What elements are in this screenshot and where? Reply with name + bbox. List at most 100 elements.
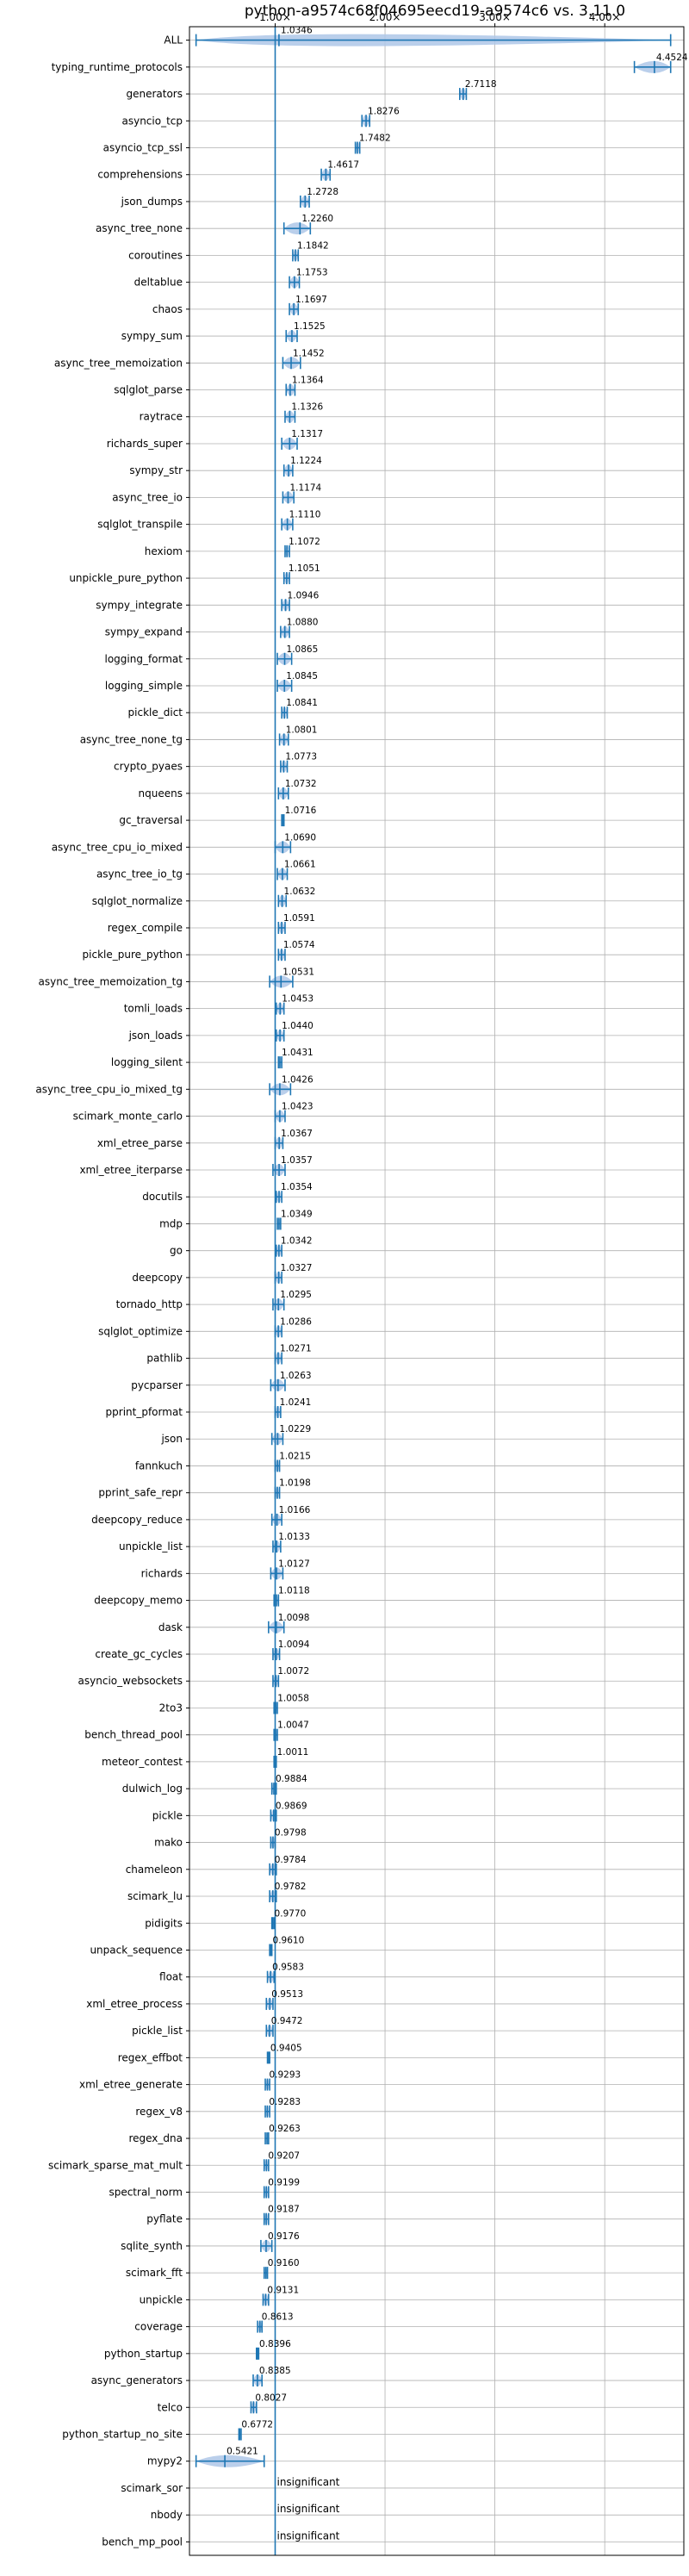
category-label: fannkuch (135, 1459, 183, 1472)
category-label: pidigits (145, 1917, 183, 1929)
category-label: pickle_dict (128, 706, 183, 719)
category-label: dulwich_log (122, 1783, 183, 1795)
category-label: chameleon (126, 1864, 183, 1876)
value-label: 0.9131 (267, 2285, 299, 2295)
category-label: gc_traversal (119, 814, 183, 826)
category-label: float (159, 1971, 183, 1983)
category-label: dask (158, 1621, 183, 1633)
value-label: 1.0716 (285, 806, 317, 816)
value-label: 1.1072 (289, 537, 320, 547)
category-label: coroutines (128, 249, 183, 261)
value-label: 1.1452 (293, 348, 325, 358)
value-label: 1.0229 (279, 1424, 311, 1434)
value-label: 0.9782 (275, 1882, 307, 1892)
category-label: deepcopy_reduce (91, 1514, 183, 1526)
value-label: 1.0440 (282, 1021, 313, 1031)
value-label: 1.0349 (281, 1209, 313, 1219)
category-label: sqlglot_normalize (92, 895, 183, 907)
value-label: 1.0327 (281, 1263, 313, 1273)
value-label: 0.9199 (268, 2177, 300, 2187)
value-label: 1.0094 (278, 1640, 310, 1650)
category-label: scimark_fft (126, 2267, 183, 2279)
value-label: 0.9798 (275, 1828, 307, 1839)
category-label: regex_effbot (118, 2051, 183, 2063)
value-label: 0.9263 (269, 2124, 301, 2134)
category-label: comprehensions (97, 169, 183, 181)
category-label: sqlite_synth (121, 2240, 183, 2252)
category-label: bench_thread_pool (84, 1729, 183, 1741)
category-label: async_generators (91, 2374, 183, 2386)
category-label: go (170, 1245, 183, 1257)
value-label: 0.6772 (241, 2419, 273, 2430)
category-label: spectral_norm (109, 2186, 183, 2198)
value-label: insignificant (276, 2503, 339, 2515)
category-label: chaos (152, 303, 183, 315)
value-label: 0.9610 (273, 1935, 305, 1945)
category-label: mypy2 (147, 2455, 183, 2467)
value-label: 1.0058 (277, 1693, 309, 1703)
category-label: pyflate (146, 2213, 183, 2225)
value-label: 1.0011 (277, 1747, 309, 1758)
category-label: unpickle (140, 2293, 183, 2305)
value-label: 0.9513 (271, 1989, 303, 2000)
value-label: 0.9283 (269, 2097, 301, 2107)
category-label: sympy_str (129, 464, 183, 476)
category-label: 2to3 (159, 1702, 183, 1714)
category-label: nqueens (139, 787, 183, 800)
value-label: insignificant (276, 2476, 339, 2488)
value-label: 4.4524 (656, 53, 688, 63)
category-label: richards_super (107, 438, 183, 450)
value-label: 1.0531 (282, 967, 314, 977)
value-label: 1.0453 (282, 994, 313, 1005)
category-label: scimark_sparse_mat_mult (48, 2159, 183, 2171)
category-label: async_tree_none_tg (80, 733, 183, 745)
plot-frame (189, 26, 685, 2556)
category-label: unpickle_pure_python (69, 572, 183, 584)
value-label: 1.0098 (278, 1613, 310, 1623)
value-label: 0.9187 (268, 2205, 300, 2215)
category-label: asyncio_tcp_ssl (103, 142, 183, 154)
value-label: 1.1364 (292, 376, 324, 386)
category-label: sqlglot_transpile (97, 519, 183, 531)
category-label: pickle_list (132, 2025, 183, 2037)
category-label: mdp (159, 1217, 183, 1229)
category-label: xml_etree_iterparse (79, 1164, 183, 1176)
category-label: xml_etree_generate (79, 2079, 183, 2091)
grid-lines (189, 27, 684, 2555)
value-label: 1.0263 (280, 1371, 312, 1381)
category-label: json_loads (128, 1030, 183, 1042)
value-label: 0.9784 (275, 1855, 307, 1865)
value-label: 1.4617 (327, 160, 359, 171)
category-label: tornado_http (116, 1298, 183, 1310)
category-label: sqlglot_optimize (98, 1325, 183, 1337)
value-label: 1.0295 (280, 1290, 312, 1300)
value-label: 1.0732 (285, 779, 317, 789)
value-label: 1.0801 (286, 725, 318, 735)
category-label: regex_v8 (135, 2106, 183, 2118)
value-label: 1.0072 (277, 1666, 309, 1677)
value-label: 1.2260 (301, 214, 333, 224)
category-label: tomli_loads (124, 1003, 183, 1015)
category-label: ALL (164, 34, 183, 47)
value-label: 1.1224 (290, 456, 322, 466)
value-label: 1.1525 (294, 321, 326, 332)
value-label: 0.5421 (227, 2447, 258, 2457)
category-label: pprint_pformat (106, 1406, 183, 1418)
category-label: sympy_expand (105, 626, 183, 638)
value-label: 1.1110 (289, 510, 321, 520)
category-label: pprint_safe_repr (98, 1487, 183, 1499)
category-label: unpack_sequence (90, 1944, 183, 1956)
value-label: 1.1842 (297, 240, 329, 251)
value-label: 1.0591 (283, 913, 315, 924)
value-label: 0.9207 (268, 2150, 300, 2161)
value-label: 1.0354 (281, 1182, 313, 1192)
value-label: 1.7482 (359, 134, 391, 144)
category-label: async_tree_memoization_tg (39, 975, 183, 987)
value-label: 0.8027 (255, 2392, 287, 2403)
value-label: 1.0841 (286, 698, 318, 708)
category-label: pickle_pure_python (83, 949, 183, 961)
category-label: logging_simple (105, 680, 183, 692)
value-label: 0.9293 (269, 2070, 301, 2081)
category-label: regex_compile (108, 922, 183, 934)
